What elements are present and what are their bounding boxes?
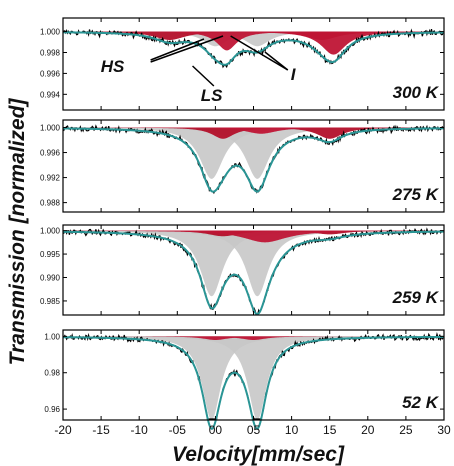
annot-line-LS	[192, 65, 215, 87]
x-tick-label-4: 00	[209, 423, 223, 437]
subspectrum-I-1-0	[63, 127, 444, 134]
y-tick-label-3-0: 1.00	[44, 332, 60, 341]
fit-curve-3	[62, 335, 444, 430]
annotation-LS: LS	[201, 86, 223, 105]
y-tick-label-1-3: 0.988	[40, 199, 61, 208]
panel-1: 1.000 0.996 0.992 0.988 275 K	[40, 119, 445, 213]
y-tick-label-0-2: 0.996	[40, 69, 61, 78]
panel-0: 1.000 0.998 0.996 0.994 300 K	[40, 17, 445, 111]
x-tick-label-8: 20	[361, 423, 375, 437]
panels-layer: 1.000 0.998 0.996 0.994 300 K 1.000 0.996 0.992…	[40, 17, 445, 430]
annot-line-HS	[150, 38, 205, 61]
panel-3: 1.00 0.98 0.96 52 K	[44, 329, 445, 430]
panel-2: 1.000 0.995 0.990 0.985 259 K	[40, 224, 445, 316]
subspectrum-LS-1-1	[63, 127, 444, 179]
fit-curve-2	[62, 230, 445, 316]
y-tick-label-2-3: 0.985	[40, 297, 61, 306]
y-tick-label-1-0: 1.000	[40, 124, 61, 133]
fit-curve-0	[63, 31, 445, 66]
subspectrum-HS-1-1	[63, 127, 444, 139]
temperature-label-0: 300 K	[393, 83, 440, 102]
y-tick-label-3-2: 0.96	[44, 405, 60, 414]
annotation-HS: HS	[101, 57, 125, 76]
x-tick-label-9: 25	[399, 423, 413, 437]
subspectrum-LS-0-1	[63, 31, 444, 47]
subspectrum-LS-3-1	[63, 336, 444, 420]
x-tick-label-1: -15	[92, 423, 110, 437]
x-tick-label-2: -10	[131, 423, 149, 437]
subspectrum-HS-0-0	[63, 31, 444, 40]
temperature-label-2: 259 K	[392, 288, 440, 307]
fit-curve-1	[62, 127, 445, 193]
y-tick-label-0-0: 1.000	[40, 28, 61, 37]
x-tick-label-7: 15	[323, 423, 337, 437]
annot-line-I-2	[264, 51, 289, 71]
subspectrum-I-2-0	[63, 230, 444, 243]
y-tick-label-0-3: 0.994	[40, 90, 61, 99]
x-tick-label-10: 30	[437, 423, 451, 437]
subspectrum-I-0-1	[63, 31, 444, 55]
annotation-layer: HS I LS	[101, 35, 297, 105]
y-axis-title: Transmission [normalized]	[6, 98, 29, 366]
temperature-label-1: 275 K	[392, 185, 440, 204]
y-tick-label-1-1: 0.996	[40, 149, 61, 158]
y-tick-label-0-1: 0.998	[40, 49, 61, 58]
annotation-I: I	[291, 65, 297, 84]
x-tick-label-6: 10	[285, 423, 299, 437]
y-tick-label-2-2: 0.990	[40, 274, 61, 283]
x-tick-label-5: 05	[247, 423, 261, 437]
y-tick-label-2-1: 0.995	[40, 250, 61, 259]
temperature-label-3: 52 K	[402, 393, 440, 412]
x-tick-label-3: -05	[169, 423, 187, 437]
annot-line-HS-2	[150, 35, 224, 63]
x-tick-label-0: -20	[54, 423, 72, 437]
x-axis-title: Velocity[mm/sec]	[172, 443, 345, 466]
subspectrum-I-3-1	[63, 336, 444, 340]
y-tick-label-3-1: 0.98	[44, 369, 60, 378]
x-axis: -20 -15 -10 -05 00 05 10 15 20 25 30	[54, 423, 451, 437]
y-tick-label-1-2: 0.992	[40, 174, 61, 183]
y-tick-label-2-0: 1.000	[40, 227, 61, 236]
annot-line-I	[230, 35, 289, 71]
subspectrum-LS-2-1	[63, 230, 444, 297]
